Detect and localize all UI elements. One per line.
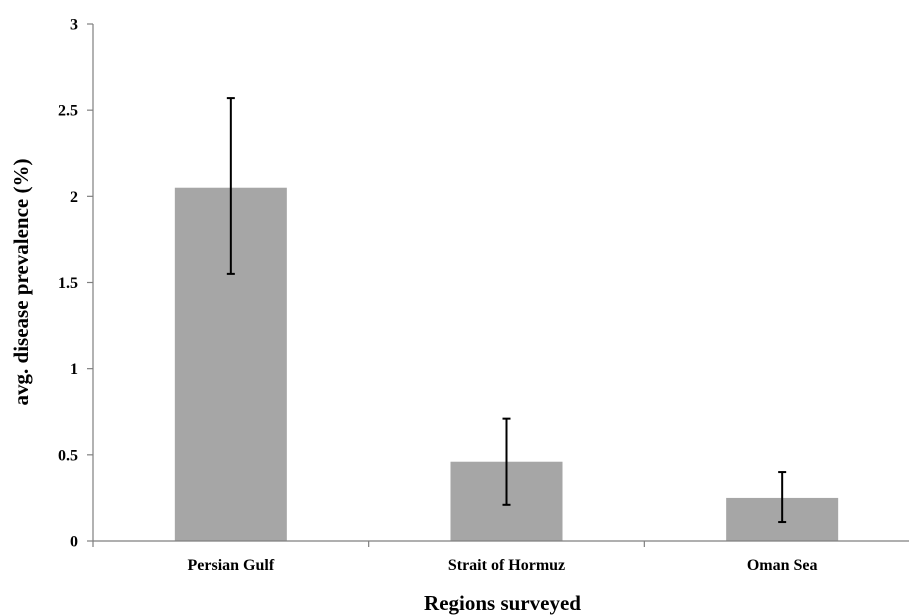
y-axis-title: avg. disease prevalence (%)	[9, 159, 33, 406]
x-tick-label: Oman Sea	[747, 557, 818, 574]
y-tick-label: 2	[70, 189, 78, 206]
x-axis-ticks: Persian Gulf Strait of Hormuz Oman Sea	[92, 541, 818, 574]
x-tick-label: Persian Gulf	[187, 557, 274, 574]
y-tick-label: 3	[70, 17, 78, 34]
y-tick-label: 0.5	[58, 447, 78, 464]
error-bar	[778, 471, 787, 524]
x-tick-label: Strait of Hormuz	[448, 557, 565, 574]
y-axis-ticks: 0 0.5 1 1.5 2 2.5 3	[58, 17, 93, 551]
error-bar	[502, 417, 511, 506]
y-tick-label: 0	[70, 534, 78, 551]
y-tick-label: 1	[70, 361, 78, 378]
x-axis-title: Regions surveyed	[424, 591, 581, 615]
error-bars-group	[226, 97, 787, 524]
error-bar	[226, 97, 235, 275]
y-tick-label: 1.5	[58, 275, 78, 292]
plot-area: 0 0.5 1 1.5 2 2.5 3 Persian Gulf Strait of Horm…	[58, 17, 909, 574]
y-tick-label: 2.5	[58, 103, 78, 120]
